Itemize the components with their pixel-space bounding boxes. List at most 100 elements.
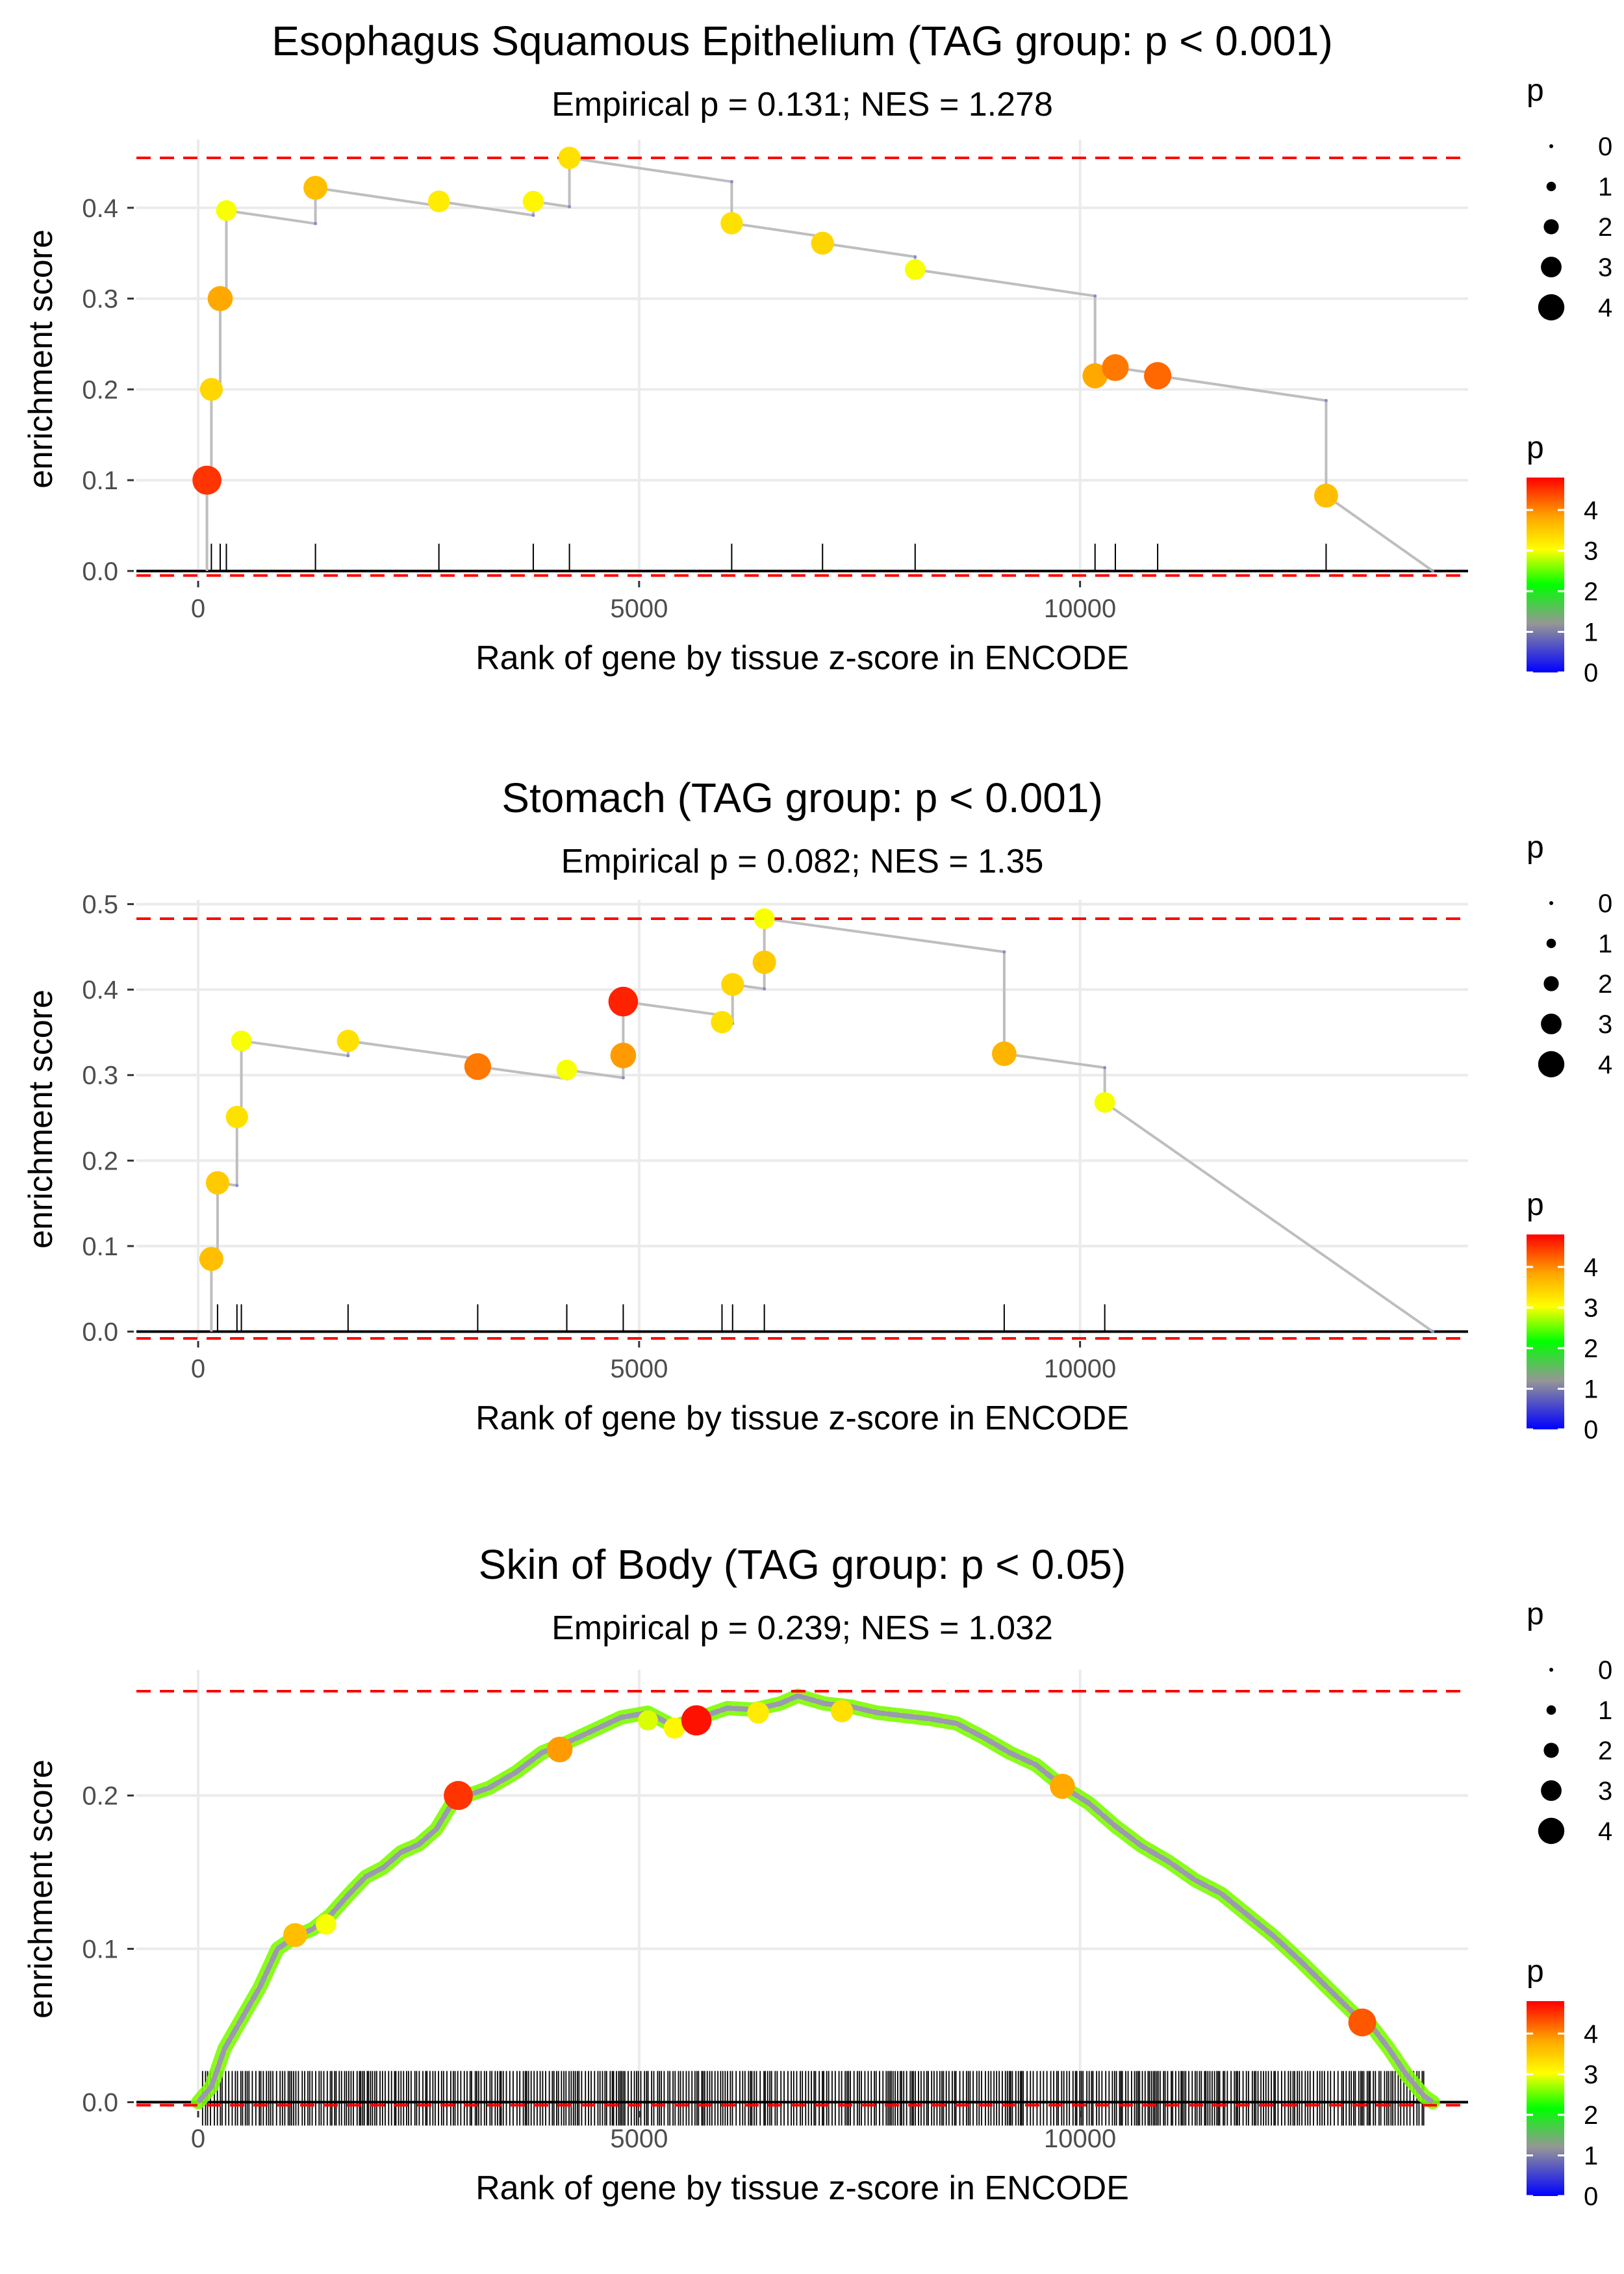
hit-point xyxy=(1144,362,1172,390)
trough-dot xyxy=(314,222,318,225)
running-score-line xyxy=(210,917,1434,1333)
hit-point xyxy=(991,1041,1017,1066)
colorbar-label: 0 xyxy=(1584,2182,1598,2211)
size-legend-key xyxy=(1543,976,1559,991)
trough-dot xyxy=(1431,569,1435,573)
hit-point xyxy=(216,200,237,221)
panel-3: Skin of Body (TAG group: p < 0.05) Empiri… xyxy=(22,1541,1612,2211)
colorbar-label: 4 xyxy=(1584,1253,1598,1282)
chart-title: Skin of Body (TAG group: p < 0.05) xyxy=(479,1541,1126,1588)
colorbar-label: 2 xyxy=(1584,1335,1598,1363)
y-tick-label: 0.2 xyxy=(82,1782,118,1811)
size-legend-title: p xyxy=(1527,830,1544,865)
x-tick-label: 0 xyxy=(191,2125,205,2153)
colorbar-label: 1 xyxy=(1584,1375,1598,1404)
size-legend-label: 0 xyxy=(1598,1656,1612,1685)
hit-point xyxy=(720,212,743,235)
hit-point xyxy=(608,986,639,1017)
size-legend-label: 4 xyxy=(1598,294,1612,322)
hit-point xyxy=(522,190,544,212)
hit-point xyxy=(464,1053,492,1080)
size-legend: p 0 1 2 3 4 xyxy=(1527,830,1612,1079)
hit-point xyxy=(681,1705,712,1736)
size-legend-key xyxy=(1538,1051,1565,1078)
panel-1: Esophagus Squamous Epithelium (TAG group… xyxy=(22,18,1612,687)
trough-dot xyxy=(1002,950,1006,954)
hit-point xyxy=(1082,363,1108,389)
trough-dot xyxy=(1324,398,1328,402)
hit-point xyxy=(830,1700,854,1722)
running-score-line xyxy=(196,1693,1434,2104)
x-axis-title: Rank of gene by tissue z-score in ENCODE xyxy=(476,639,1129,677)
size-legend: p 0 1 2 3 4 xyxy=(1527,1597,1612,1846)
x-tick-label: 5000 xyxy=(610,594,668,623)
size-legend-key xyxy=(1538,1817,1565,1845)
size-legend-label: 1 xyxy=(1598,1696,1612,1725)
size-legend-label: 3 xyxy=(1598,1010,1612,1039)
hit-point xyxy=(283,1923,307,1947)
size-legend-label: 2 xyxy=(1598,1737,1612,1765)
x-tick-label: 10000 xyxy=(1044,1355,1116,1383)
hit-point xyxy=(1348,2008,1377,2037)
size-legend-key xyxy=(1549,144,1553,148)
y-tick-label: 0.4 xyxy=(82,976,118,1004)
colorbar xyxy=(1527,2001,1564,2196)
size-legend-key xyxy=(1549,1668,1553,1672)
color-legend: p 0 1 2 3 4 xyxy=(1527,1188,1598,1444)
x-tick-label: 5000 xyxy=(610,2125,668,2153)
hit-point xyxy=(427,190,450,212)
size-legend-label: 0 xyxy=(1598,889,1612,918)
color-legend-title: p xyxy=(1527,1188,1544,1222)
chart-subtitle: Empirical p = 0.082; NES = 1.35 xyxy=(561,843,1044,880)
chart-subtitle: Empirical p = 0.131; NES = 1.278 xyxy=(552,86,1053,123)
colorbar-label: 0 xyxy=(1584,659,1598,687)
x-axis-title: Rank of gene by tissue z-score in ENCODE xyxy=(476,2169,1129,2207)
size-legend-key xyxy=(1541,257,1562,277)
y-axis-title: enrichment score xyxy=(22,990,60,1249)
size-legend-key xyxy=(1546,1705,1556,1715)
colorbar-label: 2 xyxy=(1584,578,1598,606)
y-tick-label: 0.2 xyxy=(82,376,118,404)
hit-point xyxy=(721,973,744,996)
y-tick-label: 0.0 xyxy=(82,2089,118,2117)
colorbar-label: 1 xyxy=(1584,2142,1598,2171)
hit-point xyxy=(336,1029,360,1053)
x-tick-label: 0 xyxy=(191,1355,205,1383)
x-axis-title: Rank of gene by tissue z-score in ENCODE xyxy=(476,1399,1129,1437)
size-legend-key xyxy=(1549,901,1553,905)
size-legend-title: p xyxy=(1527,73,1544,108)
size-legend-label: 0 xyxy=(1598,133,1612,161)
score-halo-yellow xyxy=(196,1693,1435,2105)
hit-point xyxy=(1102,354,1129,381)
hit-point xyxy=(637,1710,658,1731)
y-tick-label: 0.0 xyxy=(82,557,118,586)
panel-2: Stomach (TAG group: p < 0.001) Empirical … xyxy=(22,774,1612,1444)
score-halo xyxy=(191,1689,1440,2110)
hit-point xyxy=(444,1781,473,1810)
colorbar-label: 0 xyxy=(1584,1416,1598,1444)
hit-point xyxy=(558,146,581,170)
hit-point xyxy=(754,908,775,929)
hit-point xyxy=(610,1042,637,1069)
y-axis-title: enrichment score xyxy=(22,1759,60,2019)
colorbar xyxy=(1527,478,1564,672)
y-tick-label: 0.1 xyxy=(82,1935,118,1964)
trough-dot xyxy=(913,255,917,259)
trough-dot xyxy=(1431,1329,1435,1333)
hit-point xyxy=(663,1717,685,1739)
size-legend-title: p xyxy=(1527,1597,1544,1631)
size-legend-key xyxy=(1543,1743,1559,1758)
chart-title: Stomach (TAG group: p < 0.001) xyxy=(501,774,1103,821)
trough-dot xyxy=(235,1184,239,1188)
chart-title: Esophagus Squamous Epithelium (TAG group… xyxy=(272,18,1333,64)
y-tick-label: 0.0 xyxy=(82,1318,118,1346)
color-legend: p 0 1 2 3 4 xyxy=(1527,1954,1598,2211)
colorbar-label: 1 xyxy=(1584,619,1598,647)
trough-dot xyxy=(568,205,572,209)
x-tick-label: 0 xyxy=(191,594,205,623)
size-legend-key xyxy=(1543,219,1559,235)
x-tick-label: 10000 xyxy=(1044,594,1116,623)
color-legend-title: p xyxy=(1527,1954,1544,1989)
size-legend-key xyxy=(1546,181,1556,192)
